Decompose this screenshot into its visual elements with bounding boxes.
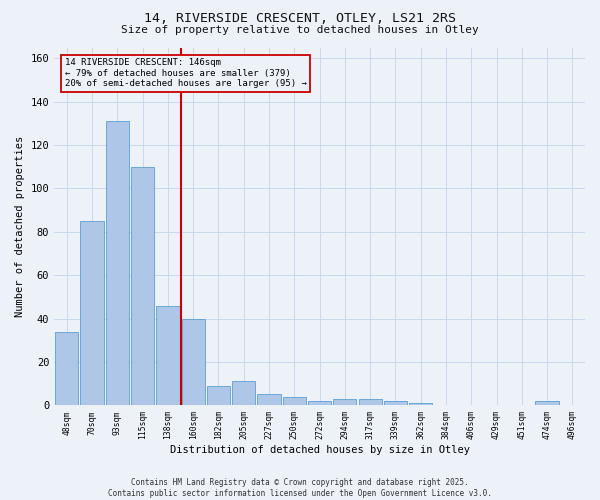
Bar [535, 401, 559, 406]
Text: Size of property relative to detached houses in Otley: Size of property relative to detached ho… [121, 25, 479, 35]
Bar [106, 121, 129, 406]
Y-axis label: Number of detached properties: Number of detached properties [15, 136, 25, 317]
Bar [182, 318, 205, 406]
Bar [156, 306, 179, 406]
Text: Contains HM Land Registry data © Crown copyright and database right 2025.
Contai: Contains HM Land Registry data © Crown c… [108, 478, 492, 498]
Bar [333, 399, 356, 406]
Text: 14 RIVERSIDE CRESCENT: 146sqm
← 79% of detached houses are smaller (379)
20% of : 14 RIVERSIDE CRESCENT: 146sqm ← 79% of d… [65, 58, 307, 88]
Bar [131, 167, 154, 406]
Bar [232, 382, 256, 406]
Bar [384, 401, 407, 406]
Bar [283, 396, 306, 406]
Bar [359, 399, 382, 406]
Bar [308, 401, 331, 406]
Bar [257, 394, 281, 406]
X-axis label: Distribution of detached houses by size in Otley: Distribution of detached houses by size … [170, 445, 470, 455]
Bar [55, 332, 79, 406]
Text: 14, RIVERSIDE CRESCENT, OTLEY, LS21 2RS: 14, RIVERSIDE CRESCENT, OTLEY, LS21 2RS [144, 12, 456, 26]
Bar [207, 386, 230, 406]
Bar [80, 221, 104, 406]
Bar [409, 403, 433, 406]
